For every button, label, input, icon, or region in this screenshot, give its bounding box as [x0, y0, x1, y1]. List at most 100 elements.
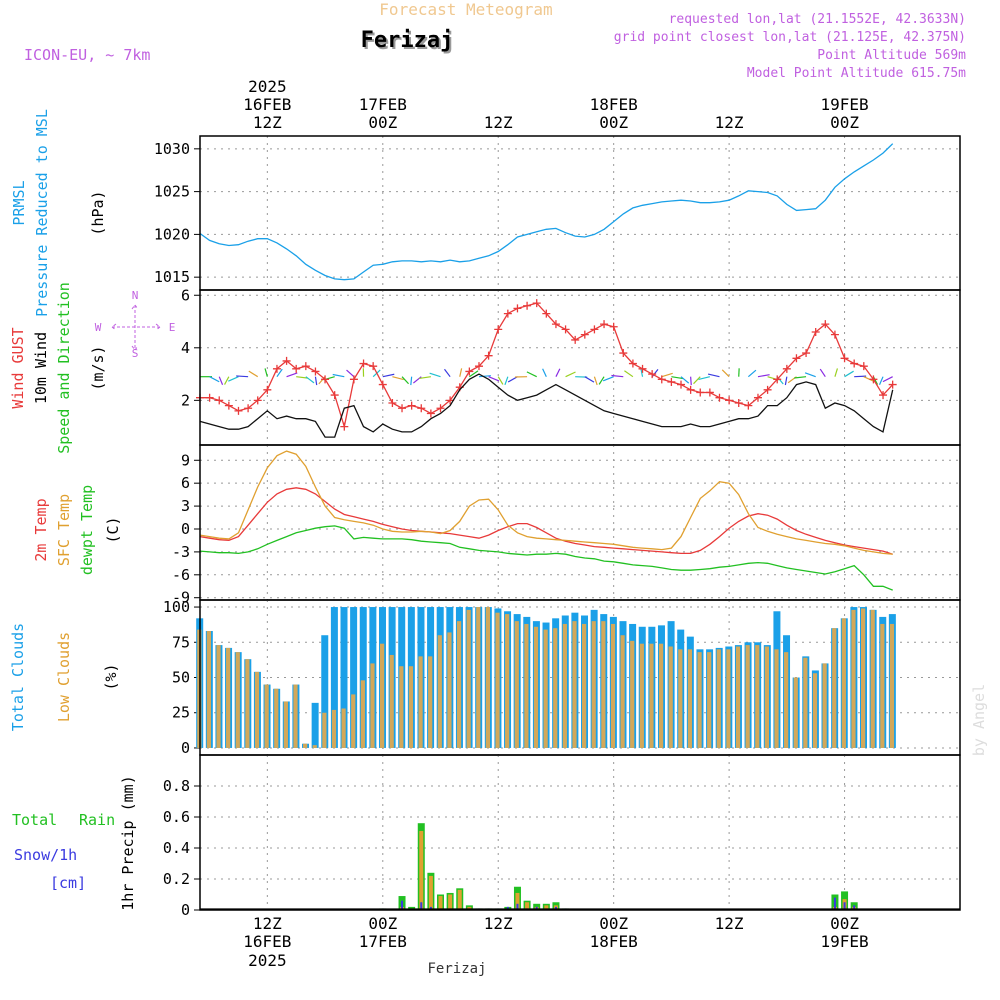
compass-south: S	[132, 347, 139, 360]
gust-marker	[417, 404, 426, 413]
model-altitude: Model Point Altitude 615.75m	[747, 66, 966, 81]
gust-marker	[840, 354, 849, 363]
line-wind-gust	[200, 302, 894, 427]
snow-bar	[833, 897, 836, 910]
low-clouds-bar	[880, 623, 885, 748]
wind-direction-arrow	[693, 376, 701, 385]
gust-marker	[638, 364, 647, 373]
low-clouds-bar	[639, 643, 644, 748]
total-clouds-bar	[359, 607, 367, 748]
low-clouds-bar	[851, 609, 856, 748]
wind-direction-arrow	[565, 371, 576, 378]
label-snow: Snow/1h	[14, 846, 77, 864]
panel-frame	[199, 444, 961, 601]
gust-marker	[869, 375, 878, 384]
low-clouds-bar	[283, 701, 288, 748]
panel-frame	[199, 289, 961, 446]
gust-marker	[378, 380, 387, 389]
snow-bar	[853, 905, 856, 910]
top-axis-date: 17FEB	[359, 95, 407, 114]
top-axis-hour: 12Z	[253, 113, 282, 132]
wind-direction-arrow	[218, 376, 224, 385]
y-tick-label: 0.2	[163, 870, 190, 888]
top-axis-year: 2025	[248, 77, 287, 96]
total-clouds-bar	[311, 702, 319, 748]
gust-marker	[359, 359, 368, 368]
wind-direction-arrow	[507, 376, 518, 383]
gust-marker	[580, 330, 589, 339]
wind-direction-arrow	[276, 368, 283, 378]
gust-marker	[253, 396, 262, 405]
line-10m-wind	[199, 373, 894, 438]
panel-wind: 2 4 6	[181, 286, 961, 446]
bottom-axis-date: 16FEB	[243, 932, 291, 951]
gust-marker	[705, 388, 714, 397]
rain-bar	[428, 875, 433, 910]
wind-direction-arrow	[410, 376, 413, 386]
wind-direction-arrow	[224, 376, 230, 385]
low-clouds-bar	[562, 623, 567, 748]
wind-direction-arrow	[429, 372, 441, 378]
panel-precip: 0 0.2 0.4 0.6 0.8	[163, 754, 961, 919]
low-clouds-bar	[764, 646, 769, 748]
y-tick-label: 1030	[154, 140, 190, 158]
gust-marker	[407, 401, 416, 410]
bottom-axis-hour: 00Z	[368, 914, 397, 933]
low-clouds-bar	[707, 652, 712, 748]
top-axis-hour: 00Z	[830, 113, 859, 132]
rain-bar	[544, 905, 549, 910]
wind-direction-arrow	[690, 376, 692, 386]
wind-direction-arrow	[228, 376, 239, 382]
y-tick-label: 0.4	[163, 839, 190, 857]
gust-marker	[696, 388, 705, 397]
low-clouds-bar	[553, 628, 558, 748]
low-clouds-bar	[620, 635, 625, 748]
wind-direction-arrow	[863, 376, 875, 382]
y-tick-label: 0.6	[163, 808, 190, 826]
wind-direction-arrow	[314, 376, 318, 386]
low-clouds-bar	[678, 649, 683, 748]
wind-direction-arrow	[459, 368, 463, 377]
low-clouds-bar	[293, 684, 298, 748]
panel-frame	[199, 135, 961, 291]
gust-marker	[263, 385, 272, 394]
bottom-axis-hour: 00Z	[599, 914, 628, 933]
low-clouds-bar	[312, 745, 317, 748]
gust-marker	[619, 349, 628, 358]
label-low-clouds: Low Clouds	[55, 632, 73, 722]
gust-marker	[628, 359, 637, 368]
top-axis-date: 19FEB	[820, 95, 868, 114]
y-tick-label: 4	[181, 339, 190, 357]
gust-marker	[398, 404, 407, 413]
label-total-clouds: Total Clouds	[9, 623, 27, 731]
gust-marker	[715, 393, 724, 402]
line-2m-temp	[199, 487, 893, 555]
wind-direction-arrow	[526, 371, 537, 378]
total-clouds-bar	[321, 635, 329, 748]
rain-bar	[419, 830, 424, 910]
low-clouds-bar	[668, 646, 673, 748]
wind-direction-arrow	[488, 376, 500, 382]
low-clouds-bar	[582, 623, 587, 748]
rain-bar	[438, 896, 443, 910]
low-clouds-bar	[649, 643, 654, 748]
wind-direction-arrow	[651, 368, 659, 378]
y-tick-label: 9	[181, 451, 190, 469]
low-clouds-bar	[716, 649, 721, 748]
y-tick-label: 3	[181, 497, 190, 515]
gust-marker	[321, 375, 330, 384]
wind-direction-arrow	[878, 376, 884, 385]
top-axis-hour: 12Z	[484, 113, 513, 132]
low-clouds-bar	[774, 649, 779, 748]
low-clouds-bar	[476, 607, 481, 748]
gust-marker	[859, 362, 868, 371]
wind-direction-arrow	[392, 376, 404, 381]
low-clouds-bar	[351, 694, 356, 748]
low-clouds-bar	[697, 652, 702, 748]
gust-marker	[551, 320, 560, 329]
wind-direction-arrow	[401, 376, 410, 385]
footer-location: Ferizaj	[427, 961, 486, 977]
chart-title: Forecast Meteogram	[379, 0, 552, 19]
